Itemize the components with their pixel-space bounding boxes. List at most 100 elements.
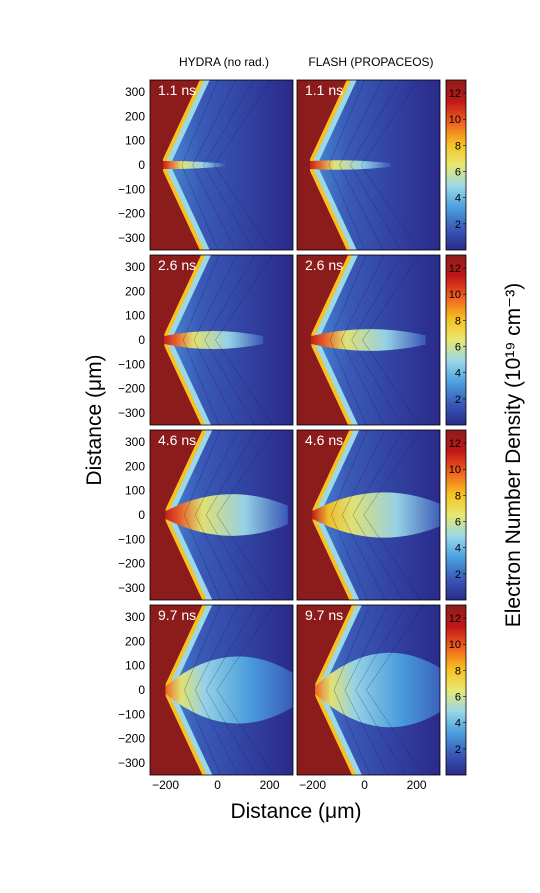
y-tick-labels: 300 200 100 0 −100 −200 −300 300 200 100 0 −100 −200…	[118, 85, 145, 770]
panel-grid: 1.1 ns 1.1 ns 2.6 ns 2.6 ns 4.6 ns 4.6 ns 9.7 …	[149, 79, 441, 776]
time-label: 1.1 ns	[158, 82, 196, 98]
colorbar: 12 10 8 6 4 2	[445, 604, 467, 776]
y-tick-label: 300	[125, 610, 145, 624]
y-tick-label: 200	[125, 634, 145, 648]
colorbar: 12 10 8 6 4 2	[445, 79, 467, 251]
panel-frame	[149, 79, 294, 251]
panel-frame	[149, 254, 294, 426]
panel-frame	[149, 429, 294, 601]
time-label: 9.7 ns	[305, 607, 343, 623]
x-tick-label: 0	[214, 778, 221, 792]
panel-flash-2.6ns: 2.6 ns	[296, 254, 441, 426]
y-tick-label: 100	[125, 309, 145, 323]
colorbar-tick-label: 6	[455, 342, 461, 354]
colorbar-tick-label: 2	[455, 744, 461, 756]
y-tick-label: −100	[118, 182, 145, 196]
x-tick-label: −200	[152, 778, 179, 792]
panel-flash-1.1ns: 1.1 ns	[296, 79, 441, 251]
jet-plume	[163, 160, 226, 170]
target-region	[150, 255, 202, 425]
time-label: 1.1 ns	[305, 82, 343, 98]
jet-plume	[165, 656, 293, 724]
x-tick-label: 0	[361, 778, 368, 792]
time-label: 9.7 ns	[158, 607, 196, 623]
y-tick-label: 0	[138, 508, 145, 522]
colorbar-tick-label: 4	[455, 193, 461, 205]
y-tick-label: 200	[125, 459, 145, 473]
target-region	[150, 430, 203, 600]
y-tick-label: 100	[125, 134, 145, 148]
column-title-hydra: HYDRA (no rad.)	[179, 55, 269, 69]
time-label: 4.6 ns	[158, 432, 196, 448]
panel-flash-4.6ns: 4.6 ns	[296, 429, 441, 601]
colorbar-tick-label: 12	[449, 438, 461, 450]
colorbar-tick-label: 10	[449, 639, 461, 651]
jet-plume	[315, 652, 440, 728]
colorbar-tick-label: 12	[449, 613, 461, 625]
target-region	[150, 80, 200, 250]
x-tick-label: 200	[407, 778, 427, 792]
panel-hydra-4.6ns: 4.6 ns	[149, 429, 294, 601]
y-tick-label: 200	[125, 109, 145, 123]
colorbar-tick-label: 10	[449, 114, 461, 126]
colorbar-tick-label: 2	[455, 394, 461, 406]
jet-plume	[311, 329, 426, 351]
colorbar-label: Electron Number Density (10¹⁹ cm⁻³)	[502, 283, 525, 628]
y-tick-label: 0	[138, 683, 145, 697]
time-label: 2.6 ns	[158, 257, 196, 273]
y-tick-label: 0	[138, 158, 145, 172]
panel-frame	[296, 604, 441, 776]
y-tick-label: −300	[118, 231, 145, 245]
y-tick-label: −300	[118, 581, 145, 595]
y-tick-label: −200	[118, 732, 145, 746]
x-tick-label: 200	[260, 778, 280, 792]
colorbar-tick-label: 8	[455, 140, 461, 152]
y-tick-label: −200	[118, 382, 145, 396]
y-tick-label: 300	[125, 435, 145, 449]
colorbars: 12 10 8 6 4 2 12 10 8 6 4 2 12 10 8 6 4 2 12 10 8 6 4 2	[445, 79, 467, 776]
panel-frame	[296, 79, 441, 251]
colorbar-tick-label: 2	[455, 219, 461, 231]
colorbar-tick-label: 12	[449, 88, 461, 100]
colorbar-tick-label: 4	[455, 718, 461, 730]
panel-frame	[149, 604, 294, 776]
panel-frame	[296, 429, 441, 601]
colorbar-tick-label: 8	[455, 665, 461, 677]
target-region	[297, 255, 349, 425]
y-tick-label: 100	[125, 659, 145, 673]
target-region	[297, 430, 350, 600]
time-label: 4.6 ns	[305, 432, 343, 448]
jet-plume	[165, 494, 288, 536]
colorbar-tick-label: 4	[455, 543, 461, 555]
panel-frame	[296, 254, 441, 426]
y-tick-label: 300	[125, 260, 145, 274]
jet-plume	[312, 492, 440, 538]
x-tick-labels: −200 0 200 −200 0 200	[152, 778, 427, 792]
colorbar-tick-label: 8	[455, 315, 461, 327]
column-title-flash: FLASH (PROPACEOS)	[308, 55, 433, 69]
panel-hydra-1.1ns: 1.1 ns	[149, 79, 294, 251]
y-tick-label: −200	[118, 207, 145, 221]
colorbar-tick-label: 10	[449, 464, 461, 476]
target-region	[297, 605, 352, 775]
panel-hydra-9.7ns: 9.7 ns	[149, 604, 294, 776]
panel-hydra-2.6ns: 2.6 ns	[149, 254, 294, 426]
colorbar-tick-label: 4	[455, 368, 461, 380]
y-tick-label: −300	[118, 406, 145, 420]
y-tick-label: −100	[118, 357, 145, 371]
colorbar-tick-label: 6	[455, 167, 461, 179]
y-tick-label: −200	[118, 557, 145, 571]
colorbar-tick-label: 2	[455, 569, 461, 581]
colorbar-tick-label: 6	[455, 692, 461, 704]
panel-flash-9.7ns: 9.7 ns	[296, 604, 441, 776]
x-tick-label: −200	[299, 778, 326, 792]
colorbar-tick-label: 6	[455, 517, 461, 529]
target-region	[297, 80, 347, 250]
y-tick-label: 300	[125, 85, 145, 99]
colorbar-tick-label: 12	[449, 263, 461, 275]
y-tick-label: −300	[118, 756, 145, 770]
colorbar: 12 10 8 6 4 2	[445, 429, 467, 601]
y-tick-label: −100	[118, 707, 145, 721]
time-label: 2.6 ns	[305, 257, 343, 273]
